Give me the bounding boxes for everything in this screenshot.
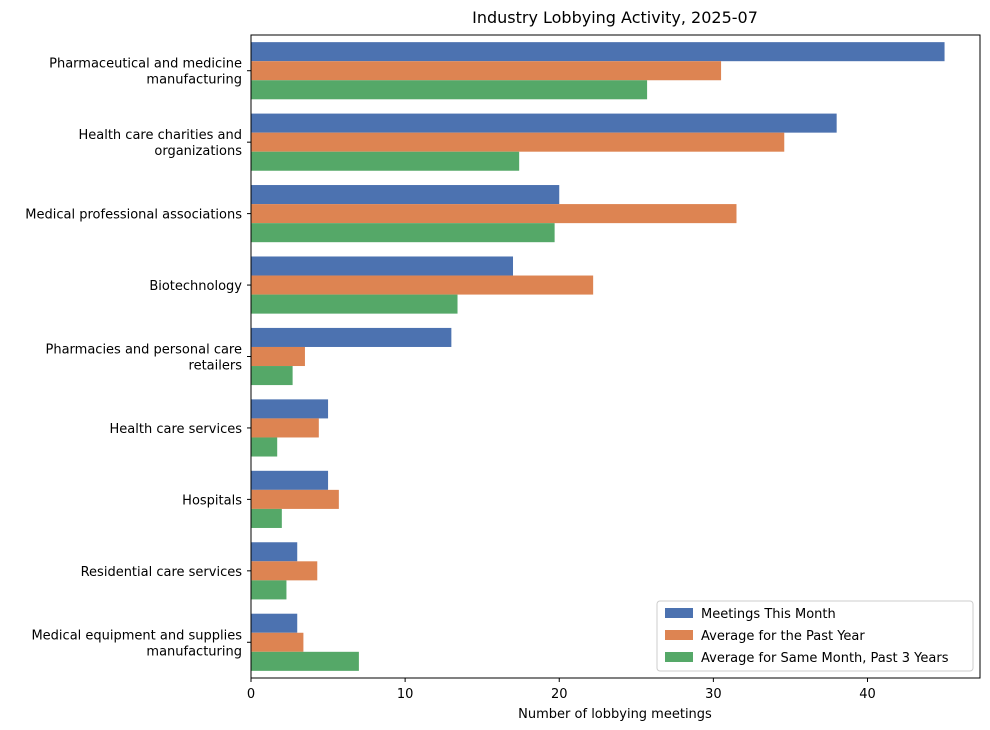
- legend-box: [656, 600, 974, 672]
- x-tick-label: 20: [551, 687, 568, 702]
- bar: [251, 418, 319, 438]
- legend-swatch: [665, 630, 693, 640]
- category-label: Health care services: [110, 422, 243, 437]
- bar: [251, 542, 298, 562]
- bar: [251, 561, 318, 581]
- legend-entry: Average for Same Month, Past 3 Years: [701, 651, 949, 666]
- bar: [251, 204, 737, 224]
- legend-swatch: [665, 652, 693, 662]
- bar: [251, 489, 339, 509]
- category-label: Hospitals: [182, 493, 242, 508]
- bar: [251, 132, 785, 152]
- category-label: Pharmaceutical and medicine: [49, 57, 242, 72]
- category-label: organizations: [154, 144, 242, 159]
- bar: [251, 223, 555, 243]
- legend-entry: Meetings This Month: [701, 607, 836, 622]
- bar: [251, 80, 648, 100]
- bar: [251, 580, 287, 600]
- bar: [251, 185, 560, 205]
- category-label: Medical equipment and supplies: [31, 628, 242, 643]
- bar: [251, 366, 293, 386]
- legend: Meetings This Month Average for the Past …: [656, 600, 974, 672]
- x-tick-label: 0: [247, 687, 255, 702]
- bar: [251, 327, 452, 347]
- bar: [251, 399, 329, 419]
- chart-title: Industry Lobbying Activity, 2025-07: [472, 8, 758, 27]
- bar: [251, 294, 458, 314]
- bars-group: [251, 42, 945, 671]
- bar: [251, 275, 594, 295]
- legend-entry: Average for the Past Year: [701, 629, 865, 644]
- category-label: retailers: [189, 359, 243, 374]
- bar: [251, 651, 359, 671]
- bar: [251, 613, 298, 633]
- bar: [251, 113, 837, 133]
- bar: [251, 437, 278, 457]
- bar: [251, 508, 282, 528]
- category-label: Biotechnology: [149, 279, 242, 294]
- bar: [251, 61, 722, 81]
- x-tick-label: 40: [859, 687, 876, 702]
- legend-swatch: [665, 608, 693, 618]
- x-axis: 0 10 20 30 40: [247, 678, 876, 702]
- bar: [251, 632, 304, 652]
- x-tick-label: 10: [397, 687, 414, 702]
- x-tick-label: 30: [705, 687, 722, 702]
- bar: [251, 42, 945, 62]
- bar: [251, 470, 329, 490]
- category-label: manufacturing: [146, 73, 242, 88]
- category-label: Health care charities and: [78, 128, 242, 143]
- y-axis: Pharmaceutical and medicinemanufacturing…: [25, 57, 251, 659]
- x-axis-title: Number of lobbying meetings: [518, 707, 712, 722]
- category-label: Pharmacies and personal care: [46, 343, 243, 358]
- bar: [251, 346, 305, 367]
- bar: [251, 151, 520, 171]
- bar: [251, 256, 514, 276]
- category-label: Medical professional associations: [25, 208, 242, 223]
- category-label: Residential care services: [81, 565, 243, 580]
- category-label: manufacturing: [146, 644, 242, 659]
